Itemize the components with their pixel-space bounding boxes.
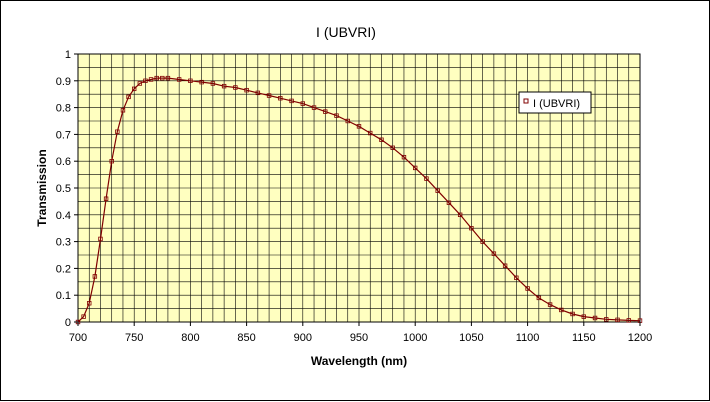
data-point	[446, 200, 452, 205]
data-point	[379, 137, 384, 142]
x-tick-label: 950	[350, 332, 368, 344]
data-point	[457, 212, 463, 217]
data-point	[514, 275, 519, 280]
data-point	[390, 145, 395, 150]
legend: I (UBVRI)	[518, 91, 592, 114]
data-point	[525, 286, 530, 291]
y-tick-label: 0.8	[56, 103, 71, 115]
y-axis-title: Transmission	[35, 149, 49, 226]
x-tick-label: 750	[125, 332, 143, 344]
y-tick-label: 0	[65, 317, 71, 329]
data-point	[469, 225, 474, 231]
x-tick-label: 1050	[459, 332, 483, 344]
y-tick-label: 0.2	[56, 263, 71, 275]
y-tick-label: 0.4	[56, 210, 71, 222]
y-tick-label: 0.9	[56, 76, 71, 88]
data-point	[502, 263, 508, 268]
data-point	[131, 86, 137, 92]
legend-marker	[523, 98, 529, 104]
y-tick-label: 0.1	[56, 290, 71, 302]
data-point	[81, 314, 86, 319]
data-point	[412, 165, 418, 171]
y-tick-label: 0.5	[56, 183, 71, 195]
data-point	[368, 130, 373, 136]
x-tick-label: 700	[69, 332, 87, 344]
y-tick-label: 1	[65, 49, 71, 61]
data-point	[480, 239, 485, 244]
x-tick-label: 1200	[628, 332, 652, 344]
data-point	[334, 113, 339, 118]
data-point	[435, 188, 440, 193]
data-point	[126, 94, 131, 100]
y-tick-label: 0.6	[56, 156, 71, 168]
data-point	[137, 81, 143, 86]
x-tick-label: 1150	[572, 332, 596, 344]
y-axis-ticks: 0 0.1 0.2 0.3 0.4 0.5 0.6 0.7 0.8 0.9 1	[56, 49, 78, 329]
data-point	[547, 302, 553, 307]
x-axis-title: Wavelength (nm)	[311, 354, 407, 368]
x-tick-label: 850	[237, 332, 255, 344]
chart-title: I (UBVRI)	[316, 24, 376, 40]
x-tick-label: 900	[294, 332, 312, 344]
data-point	[401, 154, 407, 160]
x-tick-label: 800	[181, 332, 199, 344]
legend-box	[518, 91, 592, 114]
data-point	[345, 118, 350, 124]
x-tick-label: 1000	[403, 332, 427, 344]
data-point	[356, 124, 362, 129]
y-tick-label: 0.7	[56, 129, 71, 141]
y-tick-label: 0.3	[56, 237, 71, 249]
legend-label: I (UBVRI)	[533, 98, 580, 110]
series-line	[77, 77, 641, 323]
x-axis-ticks: 700 750 800 850 900 950 1000 1050 1100 1150 1200	[69, 322, 652, 344]
data-point	[491, 251, 497, 256]
data-point	[424, 176, 429, 181]
data-point	[536, 295, 542, 301]
x-tick-label: 1100	[516, 332, 540, 344]
